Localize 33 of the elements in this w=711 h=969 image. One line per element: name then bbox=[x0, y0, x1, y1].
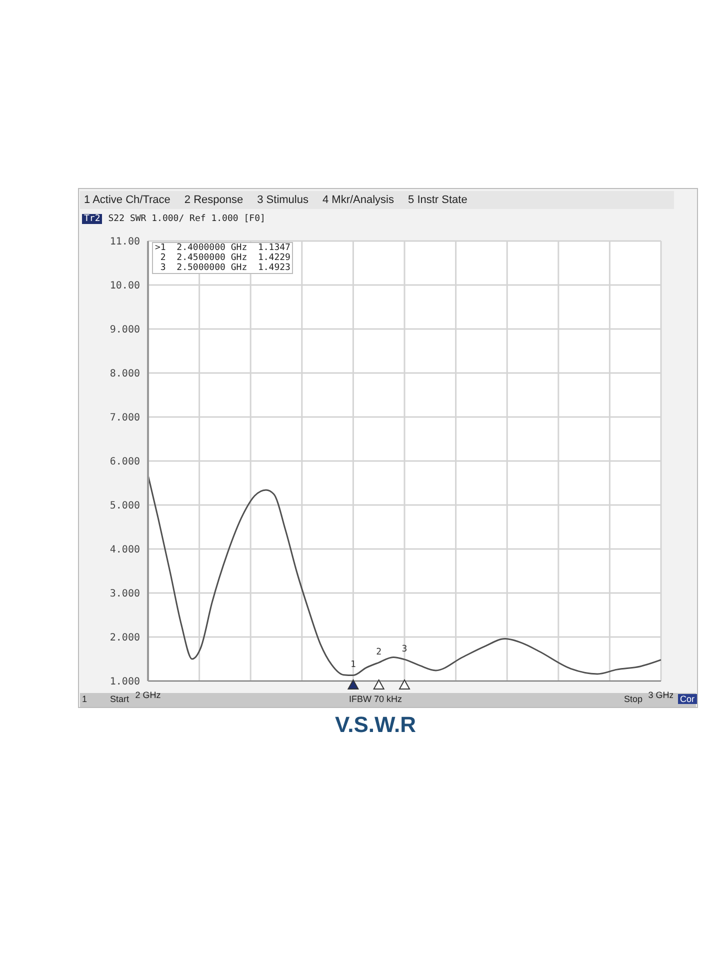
y-tick-label: 10.00 bbox=[110, 280, 140, 292]
text: Tr2 bbox=[82, 214, 102, 224]
y-tick-label: 5.000 bbox=[110, 500, 140, 512]
x-tick-label: 2 GHz bbox=[135, 690, 162, 700]
text: IFBW 70 kHz bbox=[348, 694, 402, 704]
text: 4 Mkr/Analysis bbox=[322, 194, 394, 206]
y-tick-label: 8.000 bbox=[110, 368, 140, 380]
annotation: 2 2.4500000 GHz 1.4229 bbox=[159, 253, 290, 263]
text: Stop bbox=[624, 694, 643, 704]
annotation: 1 bbox=[350, 660, 356, 670]
chart-subtitle: S22 SWR 1.000/ Ref 1.000 [F0] bbox=[108, 214, 266, 224]
annotation: >1 2.4000000 GHz 1.1347 bbox=[155, 243, 290, 253]
y-tick-label: 7.000 bbox=[110, 412, 140, 424]
y-tick-label: 2.000 bbox=[110, 632, 140, 644]
text: Start bbox=[110, 694, 130, 704]
annotation: 3 bbox=[402, 644, 408, 654]
text: 2 Response bbox=[184, 194, 244, 206]
line-series bbox=[148, 474, 661, 676]
text: Cor bbox=[678, 694, 697, 704]
annotation: 3 2.5000000 GHz 1.4923 bbox=[159, 263, 290, 273]
text: 1 Active Ch/Trace bbox=[84, 194, 170, 206]
annotation: 2 bbox=[376, 647, 382, 658]
text: 5 Instr State bbox=[408, 194, 468, 206]
y-tick-label: 1.000 bbox=[110, 676, 140, 688]
text: V.S.W.R bbox=[334, 712, 418, 738]
y-tick-label: 3.000 bbox=[110, 588, 140, 600]
text: 3 Stimulus bbox=[257, 194, 308, 206]
y-tick-label: 9.000 bbox=[110, 324, 140, 336]
y-tick-label: 11.00 bbox=[110, 236, 140, 248]
y-tick-label: 4.000 bbox=[110, 544, 140, 556]
text: 1 bbox=[82, 694, 88, 704]
y-tick-label: 6.000 bbox=[110, 456, 140, 468]
x-tick-label: 3 GHz bbox=[648, 690, 674, 700]
